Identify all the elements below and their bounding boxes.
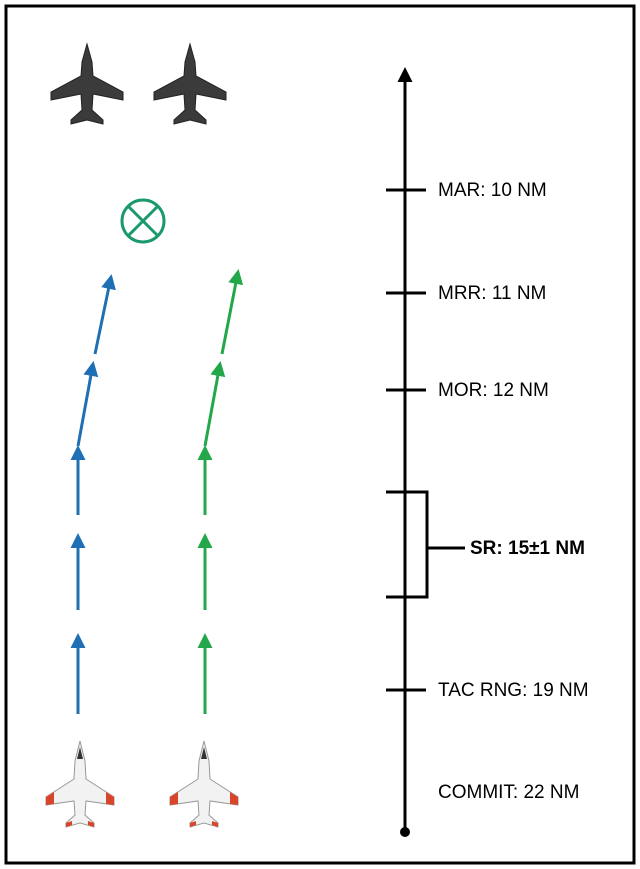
marker-label: TAC RNG: 19 NM	[438, 680, 589, 701]
green-track	[197, 269, 244, 714]
marker-label: MRR: 11 NM	[438, 283, 546, 304]
marker-label: MOR: 12 NM	[438, 380, 549, 401]
target-symbol	[120, 198, 166, 244]
frame	[4, 4, 636, 865]
range-axis	[386, 67, 465, 832]
marker-label: SR: 15±1 NM	[470, 538, 585, 559]
friendly-jet	[45, 740, 115, 828]
enemy-jet	[153, 43, 227, 125]
marker-label: COMMIT: 22 NM	[438, 782, 579, 803]
axis-origin	[400, 827, 410, 837]
friendly-jet	[169, 740, 239, 828]
blue-track	[70, 274, 116, 714]
marker-label: MAR: 10 NM	[438, 180, 547, 201]
enemy-jet	[50, 43, 124, 125]
